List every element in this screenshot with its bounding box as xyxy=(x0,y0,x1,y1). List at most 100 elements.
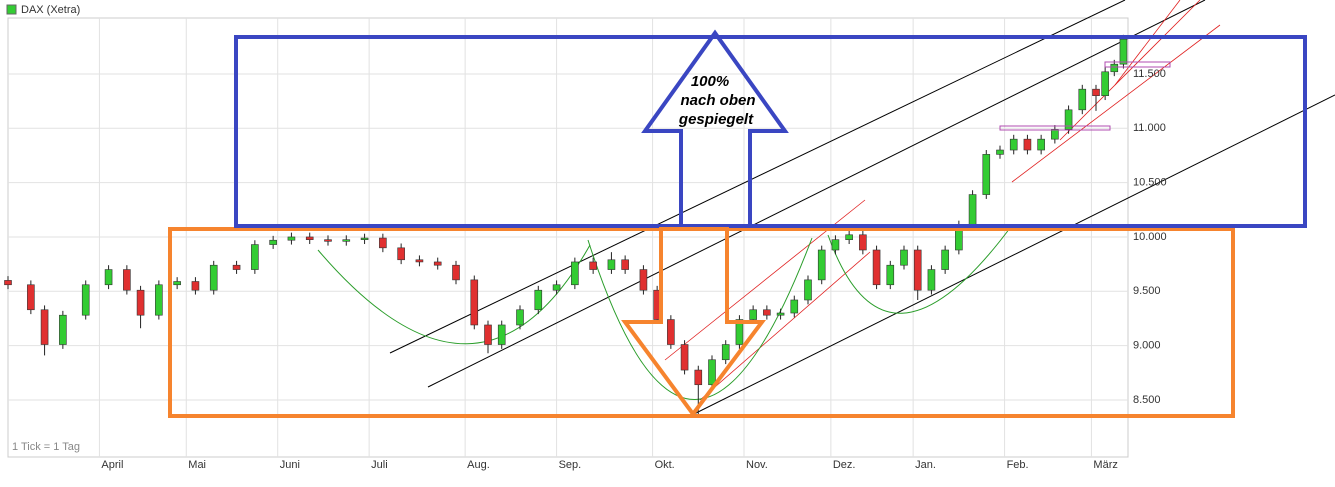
x-tick-label: Juli xyxy=(371,459,388,471)
candle-body xyxy=(607,259,616,270)
annotation: 100% xyxy=(691,73,729,90)
candle-body xyxy=(1009,138,1018,151)
y-tick-label: 9.000 xyxy=(1133,340,1161,352)
candle-body xyxy=(804,279,812,301)
trend-line xyxy=(389,0,1126,354)
blue-box xyxy=(234,35,1307,228)
candle-body xyxy=(415,259,424,263)
x-tick-label: März xyxy=(1093,459,1117,471)
candle-body xyxy=(40,309,49,345)
candle-body xyxy=(763,309,771,316)
channel-line xyxy=(1059,0,1201,141)
candle-body xyxy=(552,284,561,291)
footnote: 1 Tick = 1 Tag xyxy=(12,441,80,453)
candle-body xyxy=(941,249,949,270)
y-tick-label: 10.500 xyxy=(1133,177,1167,189)
candle-body xyxy=(1101,71,1109,96)
candle-body xyxy=(667,319,675,345)
x-tick-label: Feb. xyxy=(1007,459,1029,471)
x-tick-label: Okt. xyxy=(655,459,675,471)
candle-body xyxy=(721,344,730,361)
candle-body xyxy=(708,359,716,386)
down-arrow xyxy=(621,227,766,418)
candle-body xyxy=(433,261,442,266)
candle-body xyxy=(831,239,840,251)
x-tick-label: Nov. xyxy=(746,459,768,471)
x-tick-label: Dez. xyxy=(833,459,856,471)
candle-body xyxy=(680,344,689,371)
drawings xyxy=(317,0,1335,417)
candle-body xyxy=(790,299,799,314)
candle-body xyxy=(900,249,908,266)
channel-line xyxy=(699,251,871,401)
plot-area xyxy=(7,17,1129,458)
candle-body xyxy=(342,239,351,242)
candle-body xyxy=(968,194,977,226)
candle-body xyxy=(1023,138,1032,151)
candle-body xyxy=(136,289,145,316)
candle-body xyxy=(470,279,479,326)
candle-body xyxy=(155,284,163,316)
arc xyxy=(827,227,1011,314)
candle-body xyxy=(982,154,991,195)
channel-line xyxy=(1011,24,1221,183)
legend-label: DAX (Xetra) xyxy=(21,4,80,16)
candle-body xyxy=(1078,88,1087,111)
candle-body xyxy=(1037,138,1045,151)
candle-body xyxy=(516,309,524,326)
annotation: nach oben xyxy=(680,92,755,109)
candle-body xyxy=(886,264,895,286)
up-arrow xyxy=(641,29,789,228)
x-tick-label: Aug. xyxy=(467,459,490,471)
x-tick-label: April xyxy=(101,459,123,471)
candle-body xyxy=(59,314,67,345)
candle-body xyxy=(749,309,757,320)
grid xyxy=(8,18,1128,457)
y-tick-label: 8.500 xyxy=(1133,394,1161,406)
candles xyxy=(4,34,1128,416)
candle-body xyxy=(872,249,881,286)
trend-line xyxy=(427,0,1206,388)
zone xyxy=(999,125,1111,131)
candle-body xyxy=(913,249,922,291)
candle-body xyxy=(735,319,744,345)
candle-body xyxy=(1119,38,1128,65)
y-tick-label: 9.500 xyxy=(1133,285,1161,297)
candle-body xyxy=(817,249,826,281)
x-tick-label: Sep. xyxy=(559,459,582,471)
candle-body xyxy=(534,289,543,311)
candle-body xyxy=(123,269,131,291)
channel-line xyxy=(1114,0,1181,86)
y-tick-label: 10.000 xyxy=(1133,231,1167,243)
candle-body xyxy=(845,234,853,240)
candle-body xyxy=(571,261,579,286)
candle-body xyxy=(639,269,648,291)
x-tick-label: Juni xyxy=(280,459,300,471)
candle-body xyxy=(694,369,703,386)
candle-body xyxy=(379,237,387,249)
candle-body xyxy=(4,280,12,286)
y-tick-label: 11.000 xyxy=(1133,122,1166,134)
candle-body xyxy=(1110,63,1119,73)
candle-body xyxy=(776,312,785,316)
candle-body xyxy=(927,269,936,291)
candle-body xyxy=(996,149,1004,155)
candle-body xyxy=(452,264,460,281)
candle-body xyxy=(287,236,296,241)
trend-line xyxy=(689,94,1335,417)
candle-body xyxy=(269,239,277,245)
candle-body xyxy=(397,247,405,261)
candle-body xyxy=(497,324,506,345)
legend-swatch xyxy=(6,4,17,15)
candle-body xyxy=(589,261,597,270)
x-tick-label: Jan. xyxy=(915,459,936,471)
candle-body xyxy=(81,284,90,316)
candle-body xyxy=(191,281,200,291)
candle-body xyxy=(324,239,332,242)
candle-body xyxy=(1051,129,1059,140)
candle-body xyxy=(232,264,241,270)
annotation: gespiegelt xyxy=(678,111,754,128)
candle-body xyxy=(104,269,113,286)
candle-body xyxy=(859,234,867,251)
